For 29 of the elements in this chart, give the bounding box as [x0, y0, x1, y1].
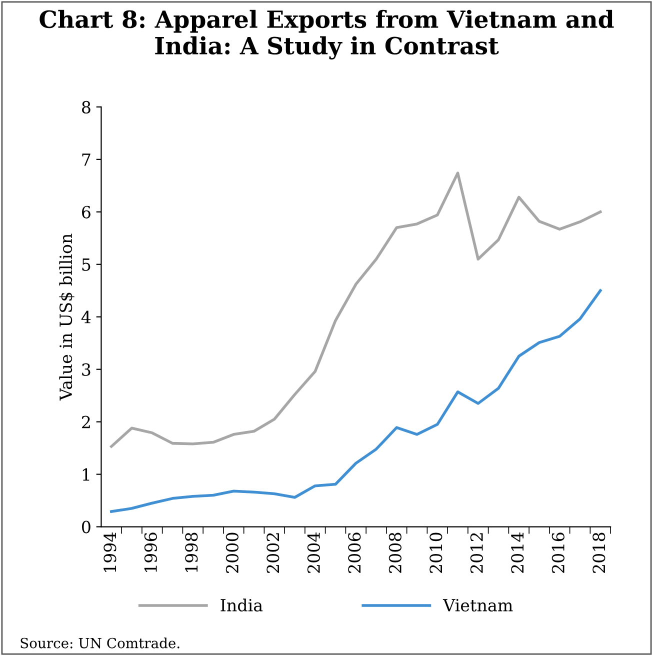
x-tick-label: 2014 — [511, 532, 524, 573]
x-tick-label: 2004 — [307, 532, 320, 573]
x-tick-label: 2008 — [388, 532, 402, 573]
x-tick-label: 1998 — [185, 532, 198, 572]
source-note: Source: UN Comtrade. — [20, 638, 180, 648]
y-tick-label: 6 — [82, 206, 90, 218]
legend-label: Vietnam — [442, 599, 513, 612]
legend-label: India — [220, 598, 263, 612]
x-tick-label: 2010 — [430, 532, 442, 573]
x-tick-label: 2006 — [348, 532, 361, 573]
line-series — [110, 172, 602, 448]
x-tick-label: 2002 — [266, 533, 280, 573]
y-tick-label: 3 — [82, 363, 90, 376]
chart-title: Chart 8: Apparel Exports from Vietnam and India: A Study in Contrast — [40, 10, 614, 60]
x-tick-label: 2016 — [552, 532, 564, 573]
y-tick-label: 1 — [82, 468, 90, 481]
y-tick-label: 4 — [81, 310, 91, 324]
y-tick-label: 5 — [82, 258, 90, 271]
x-tick-label: 2018 — [592, 532, 606, 573]
y-tick-label: 0 — [82, 520, 90, 534]
y-tick-label: 8 — [82, 100, 90, 114]
x-tick-label: 2000 — [226, 532, 238, 573]
y-tick-label: 2 — [82, 416, 90, 428]
x-tick-label: 1996 — [144, 532, 157, 572]
line-series — [110, 289, 602, 513]
x-tick-label: 2012 — [470, 533, 483, 573]
x-tick-label: 1994 — [104, 532, 116, 572]
y-tick-label: 7 — [82, 154, 90, 166]
y-axis-title: Value in US$ billion — [59, 234, 74, 401]
